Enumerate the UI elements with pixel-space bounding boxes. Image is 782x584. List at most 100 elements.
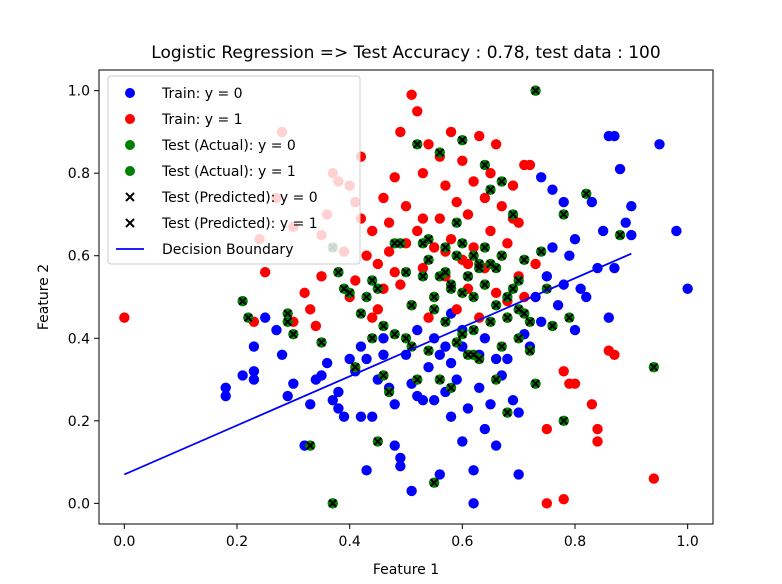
test-predicted-marker: [441, 267, 450, 277]
train-y0-point: [434, 469, 445, 480]
legend-dot-marker: [125, 114, 135, 124]
train-y1-point: [383, 246, 395, 257]
x-stroke: [441, 243, 450, 252]
legend-label: Train: y = 0: [161, 86, 243, 102]
train-y0-point: [507, 394, 519, 406]
train-y1-point: [462, 209, 474, 220]
x-stroke: [649, 362, 659, 372]
test-predicted-marker: [452, 251, 462, 261]
x-stroke: [474, 259, 484, 269]
test-predicted-marker: [531, 379, 540, 388]
x-tick-label: 0.6: [451, 534, 473, 550]
y-tick-label: 0.2: [68, 414, 90, 430]
train-y0-point: [248, 374, 260, 385]
train-y0-point: [581, 291, 592, 303]
test-predicted-marker: [367, 333, 377, 343]
x-stroke: [452, 338, 462, 347]
x-stroke: [238, 296, 247, 306]
train-y1-point: [417, 167, 429, 179]
x-stroke: [305, 441, 315, 450]
x-stroke: [480, 160, 490, 170]
train-y0-point: [434, 349, 445, 360]
x-stroke: [548, 321, 557, 331]
train-y0-point: [321, 357, 333, 369]
test-predicted-marker: [508, 210, 518, 219]
test-predicted-marker: [486, 317, 495, 327]
x-stroke: [418, 239, 428, 248]
x-stroke: [367, 333, 377, 343]
train-y1-point: [530, 258, 541, 270]
test-predicted-marker: [531, 86, 540, 95]
test-predicted-marker: [463, 272, 473, 281]
test-predicted-marker: [289, 329, 298, 339]
test-predicted-marker: [429, 292, 439, 302]
x-tick-label: 1.0: [677, 534, 699, 550]
train-y1-point: [502, 238, 513, 249]
train-y1-point: [609, 349, 620, 360]
train-y0-point: [355, 341, 367, 352]
train-y0-point: [490, 440, 502, 451]
train-y0-point: [586, 196, 598, 208]
x-stroke: [429, 305, 439, 314]
legend-label: Test (Actual): y = 1: [161, 164, 296, 180]
x-stroke: [486, 185, 495, 194]
test-predicted-marker: [350, 362, 360, 372]
legend-x-marker: [125, 192, 135, 202]
test-predicted-marker: [525, 317, 535, 327]
train-y0-point: [428, 394, 440, 406]
train-y1-point: [462, 258, 474, 270]
x-stroke: [559, 210, 569, 219]
test-predicted-marker: [339, 284, 349, 294]
test-predicted-marker: [328, 499, 338, 508]
train-y0-point: [513, 407, 524, 418]
x-stroke: [429, 292, 439, 302]
y-tick-label: 1.0: [68, 84, 90, 100]
test-predicted-marker: [581, 189, 591, 199]
train-y0-point: [248, 366, 260, 377]
train-y0-point: [479, 333, 491, 344]
train-y0-point: [547, 242, 558, 253]
x-stroke: [486, 317, 495, 327]
test-predicted-marker: [424, 255, 433, 265]
chart-title: Logistic Regression => Test Accuracy : 0…: [151, 43, 660, 63]
test-predicted-marker: [384, 387, 394, 397]
train-y0-point: [338, 411, 350, 422]
train-y0-point: [367, 411, 378, 422]
train-y1-point: [541, 423, 553, 435]
legend-label: Train: y = 1: [161, 112, 243, 128]
x-stroke: [508, 284, 518, 294]
axes: 0.0 0.2 0.4 0.6 0.8 1.0 0.0 0.2 0.4 0.6 0.8 1.0: [68, 84, 699, 550]
x-stroke: [390, 239, 400, 248]
test-predicted-marker: [373, 284, 383, 294]
test-predicted-marker: [446, 383, 456, 393]
x-stroke: [424, 234, 433, 244]
test-predicted-marker: [418, 239, 428, 248]
train-y1-point: [586, 399, 598, 410]
train-y0-point: [552, 300, 564, 311]
x-stroke: [356, 309, 366, 318]
x-tick-label: 0.8: [564, 534, 586, 550]
test-predicted-marker: [412, 139, 422, 149]
x-stroke: [283, 309, 293, 318]
train-y0-point: [468, 465, 479, 476]
test-predicted-marker: [536, 247, 546, 256]
train-y1-point: [395, 279, 406, 290]
legend-label: Test (Actual): y = 0: [161, 138, 296, 154]
x-stroke: [458, 135, 467, 145]
train-y0-point: [535, 172, 547, 183]
test-predicted-marker: [446, 284, 456, 294]
test-predicted-marker: [486, 259, 495, 269]
test-predicted-marker: [379, 321, 388, 331]
x-stroke: [317, 338, 326, 347]
train-y0-point: [490, 353, 502, 365]
test-predicted-marker: [401, 333, 411, 343]
x-stroke: [418, 272, 428, 281]
train-y0-point: [237, 370, 248, 381]
y-tick-label: 0.0: [68, 496, 90, 512]
x-stroke: [480, 243, 490, 252]
decision-boundary-line: [123, 252, 632, 476]
test-predicted-marker: [435, 272, 445, 281]
x-stroke: [480, 280, 490, 289]
train-y0-point: [276, 349, 288, 360]
